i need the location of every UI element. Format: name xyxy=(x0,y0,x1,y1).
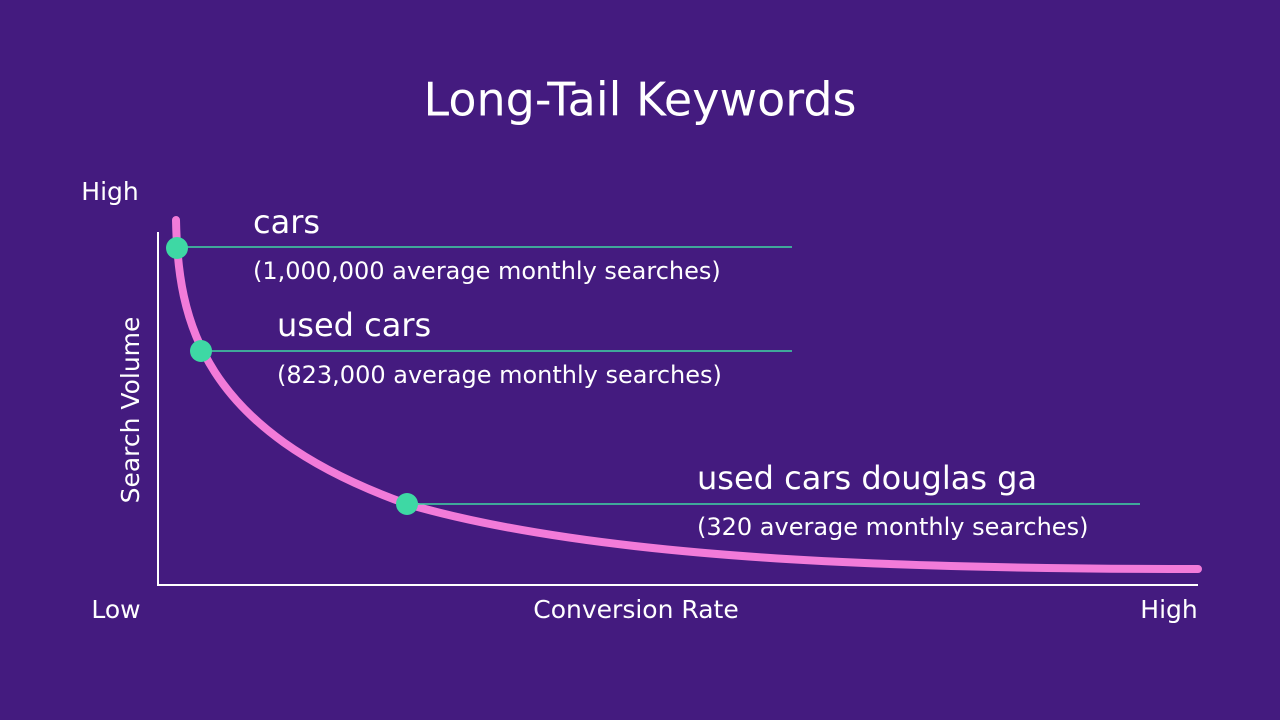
keyword-term: used cars douglas ga xyxy=(697,459,1037,497)
y-high-label: High xyxy=(81,177,138,206)
keyword-term: used cars xyxy=(277,306,431,344)
keyword-term: cars xyxy=(253,203,320,241)
keyword-dot xyxy=(166,237,188,259)
y-axis-label: Search Volume xyxy=(116,317,145,504)
keyword-dot xyxy=(396,493,418,515)
long-tail-curve xyxy=(172,216,1202,573)
keyword-searches: (1,000,000 average monthly searches) xyxy=(253,257,721,285)
x-axis-label: Conversion Rate xyxy=(533,595,738,624)
title: Long-Tail Keywords xyxy=(424,73,857,127)
x-high-label: High xyxy=(1140,595,1197,624)
keyword-searches: (823,000 average monthly searches) xyxy=(277,361,722,389)
origin-label: Low xyxy=(91,595,140,624)
keyword-searches: (320 average monthly searches) xyxy=(697,513,1088,541)
keyword-dot xyxy=(190,340,212,362)
